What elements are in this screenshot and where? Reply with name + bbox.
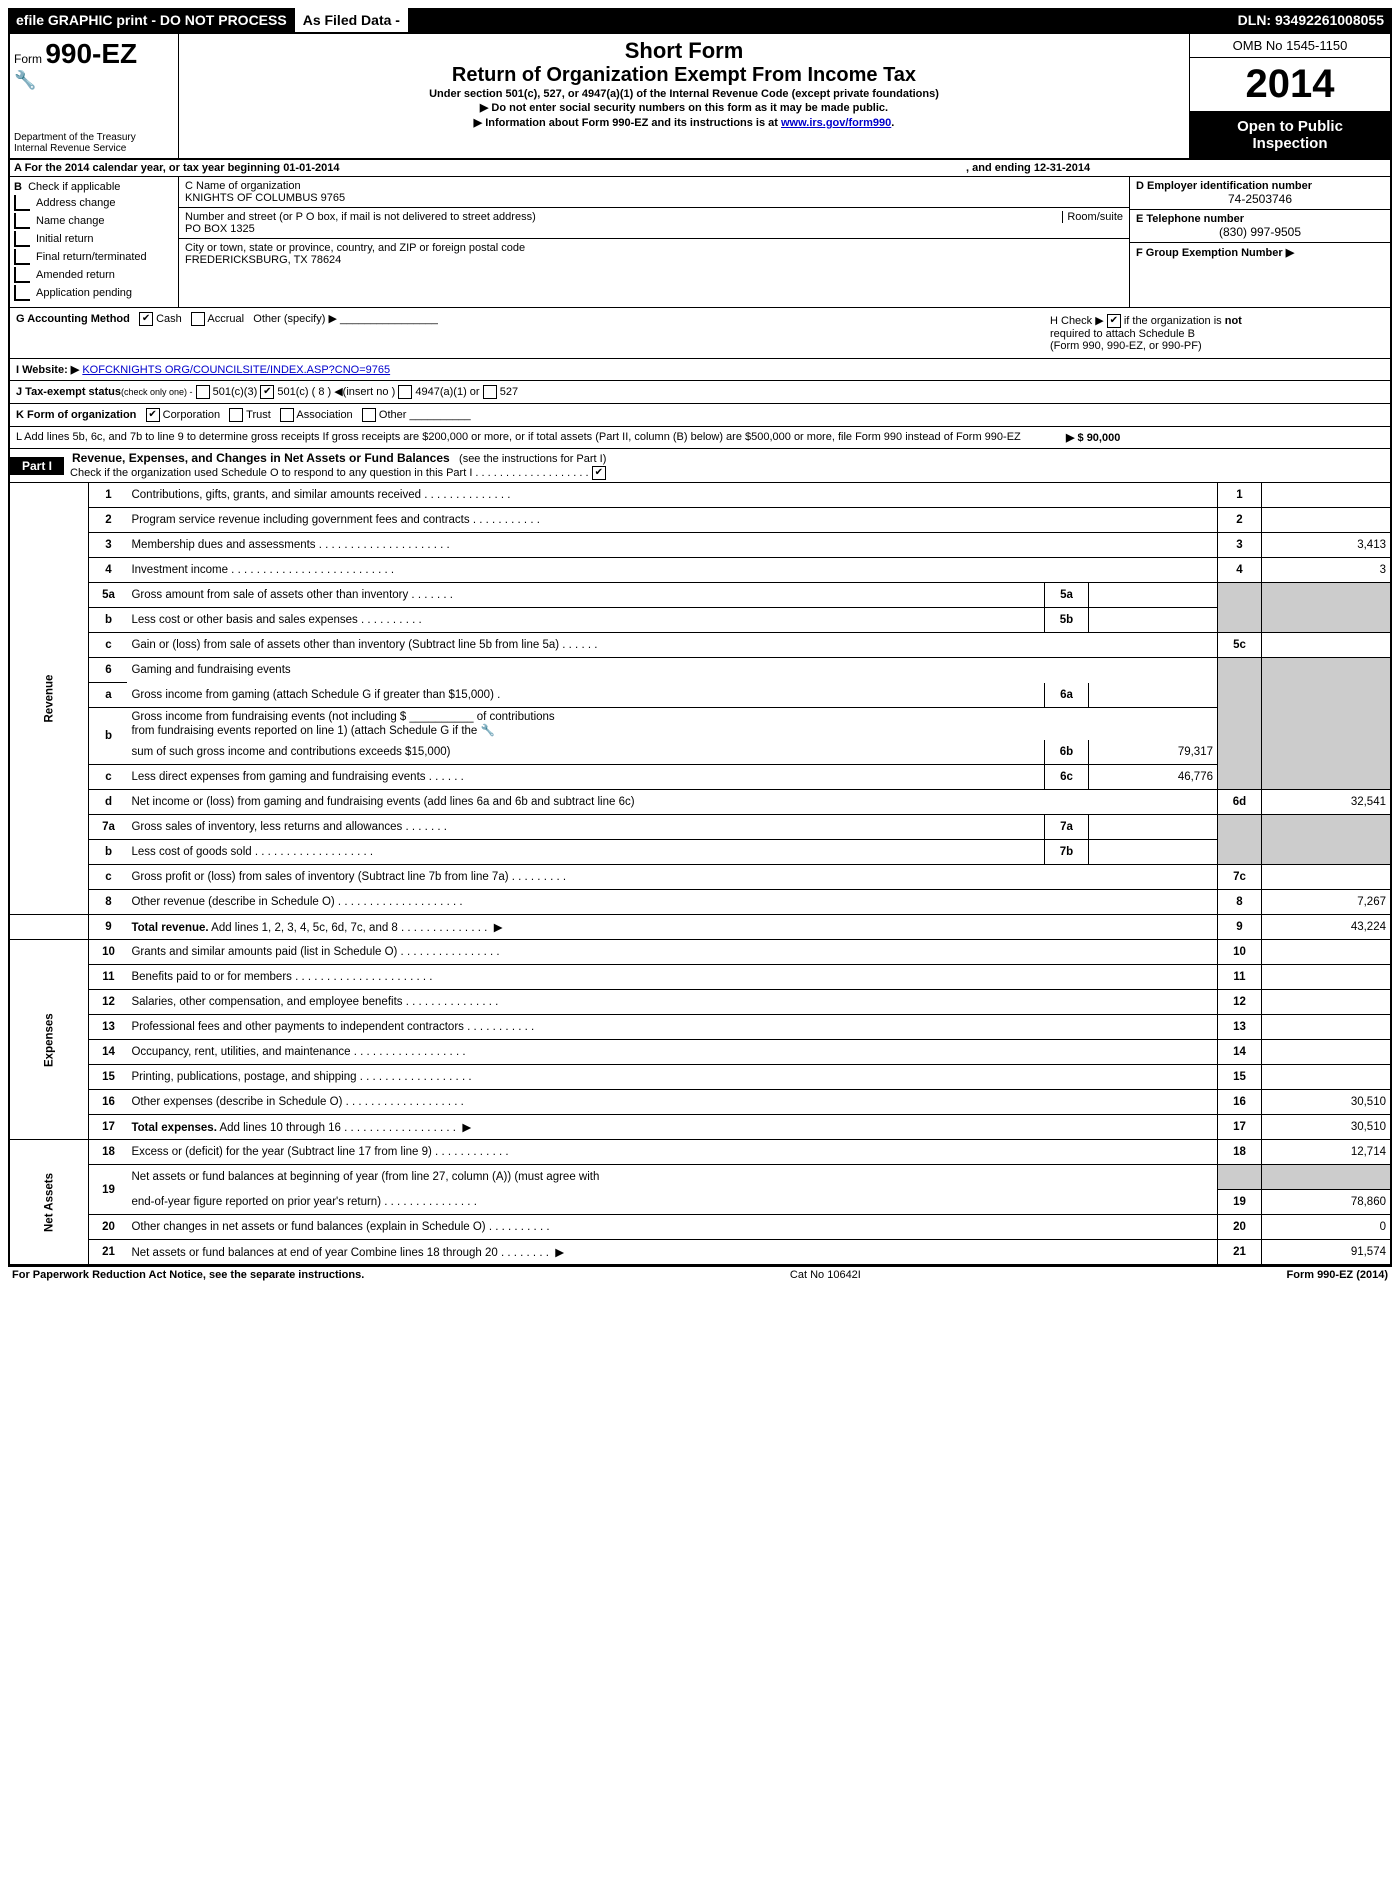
- line-18-amount: 12,714: [1262, 1140, 1391, 1165]
- check-4947[interactable]: [398, 385, 412, 399]
- check-name-change[interactable]: [14, 213, 30, 229]
- check-trust[interactable]: [229, 408, 243, 422]
- line-16-amount: 30,510: [1262, 1090, 1391, 1115]
- gross-receipts: ▶ $ 90,000: [1066, 431, 1216, 444]
- phone: (830) 997-9505: [1136, 225, 1384, 239]
- check-pending[interactable]: [14, 285, 30, 301]
- group-exemption: F Group Exemption Number ▶: [1136, 247, 1294, 259]
- city: FREDERICKSBURG, TX 78624: [185, 254, 1123, 266]
- form-version: Form 990-EZ (2014): [1287, 1269, 1389, 1281]
- line-8-amount: 7,267: [1262, 890, 1391, 915]
- check-527[interactable]: [483, 385, 497, 399]
- line-6c-amount: 46,776: [1089, 765, 1218, 790]
- check-schedule-o[interactable]: ✔: [592, 466, 606, 480]
- return-title: Return of Organization Exempt From Incom…: [187, 64, 1181, 87]
- as-filed-label: As Filed Data -: [295, 8, 408, 32]
- revenue-label: Revenue: [10, 483, 89, 915]
- org-name: KNIGHTS OF COLUMBUS 9765: [185, 192, 1123, 204]
- line-6b-amount: 79,317: [1089, 740, 1218, 765]
- check-initial-return[interactable]: [14, 231, 30, 247]
- page-footer: For Paperwork Reduction Act Notice, see …: [8, 1267, 1392, 1283]
- check-amended[interactable]: [14, 267, 30, 283]
- year-box: OMB No 1545-1150 2014 Open to Public Ins…: [1189, 34, 1390, 158]
- cat-no: Cat No 10642I: [364, 1269, 1286, 1281]
- check-501c3[interactable]: [196, 385, 210, 399]
- irs-link[interactable]: www.irs.gov/form990: [781, 117, 891, 129]
- check-final-return[interactable]: [14, 249, 30, 265]
- line-21-amount: 91,574: [1262, 1240, 1391, 1265]
- net-assets-label: Net Assets: [10, 1140, 89, 1265]
- ein: 74-2503746: [1136, 192, 1384, 206]
- form-container: Form 990-EZ 🔧 Department of the Treasury…: [8, 32, 1392, 1267]
- row-i: I Website: ▶ KOFCKNIGHTS ORG/COUNCILSITE…: [10, 359, 1390, 381]
- form-number: 990-EZ: [45, 38, 137, 69]
- section-b: B Check if applicable Address change Nam…: [10, 177, 179, 307]
- check-cash[interactable]: ✔: [139, 312, 153, 326]
- dln: DLN: 93492261008055: [412, 8, 1392, 32]
- website-link[interactable]: KOFCKNIGHTS ORG/COUNCILSITE/INDEX.ASP?CN…: [82, 364, 390, 376]
- line-17-total-expenses: 30,510: [1262, 1115, 1391, 1140]
- section-c: C Name of organization KNIGHTS OF COLUMB…: [179, 177, 1130, 307]
- row-k: K Form of organization ✔ Corporation Tru…: [10, 404, 1390, 427]
- line-9-total-revenue: 43,224: [1262, 915, 1391, 940]
- check-corp[interactable]: ✔: [146, 408, 160, 422]
- omb-number: OMB No 1545-1150: [1190, 34, 1390, 58]
- form-number-box: Form 990-EZ 🔧 Department of the Treasury…: [10, 34, 179, 158]
- street: PO BOX 1325: [185, 223, 1123, 235]
- short-form: Short Form: [187, 38, 1181, 64]
- line-19-amount: 78,860: [1262, 1190, 1391, 1215]
- header: Form 990-EZ 🔧 Department of the Treasury…: [10, 34, 1390, 160]
- row-j: J Tax-exempt status(check only one) - 50…: [10, 381, 1390, 404]
- row-g-h: G Accounting Method ✔ Cash Accrual Other…: [10, 308, 1390, 359]
- form-title-box: Short Form Return of Organization Exempt…: [179, 34, 1189, 158]
- check-accrual[interactable]: [191, 312, 205, 326]
- row-a: A For the 2014 calendar year, or tax yea…: [10, 160, 1390, 177]
- check-assoc[interactable]: [280, 408, 294, 422]
- line-6d-amount: 32,541: [1262, 790, 1391, 815]
- line-20-amount: 0: [1262, 1215, 1391, 1240]
- org-info: B Check if applicable Address change Nam…: [10, 177, 1390, 308]
- tax-year: 2014: [1190, 58, 1390, 112]
- row-l: L Add lines 5b, 6c, and 7b to line 9 to …: [10, 427, 1390, 449]
- line-3-amount: 3,413: [1262, 533, 1391, 558]
- section-d-e-f: D Employer identification number 74-2503…: [1130, 177, 1390, 307]
- check-address-change[interactable]: [14, 195, 30, 211]
- paperwork-notice: For Paperwork Reduction Act Notice, see …: [12, 1269, 364, 1281]
- part-1-header: Part I Revenue, Expenses, and Changes in…: [10, 449, 1390, 483]
- check-501c[interactable]: ✔: [260, 385, 274, 399]
- efile-label: efile GRAPHIC print - DO NOT PROCESS: [8, 8, 295, 32]
- line-4-amount: 3: [1262, 558, 1391, 583]
- top-bar: efile GRAPHIC print - DO NOT PROCESS As …: [8, 8, 1392, 32]
- expenses-label: Expenses: [10, 940, 89, 1140]
- check-other[interactable]: [362, 408, 376, 422]
- part-1-table: Revenue 1Contributions, gifts, grants, a…: [10, 483, 1390, 1265]
- check-h[interactable]: ✔: [1107, 314, 1121, 328]
- open-inspection: Open to Public Inspection: [1190, 112, 1390, 158]
